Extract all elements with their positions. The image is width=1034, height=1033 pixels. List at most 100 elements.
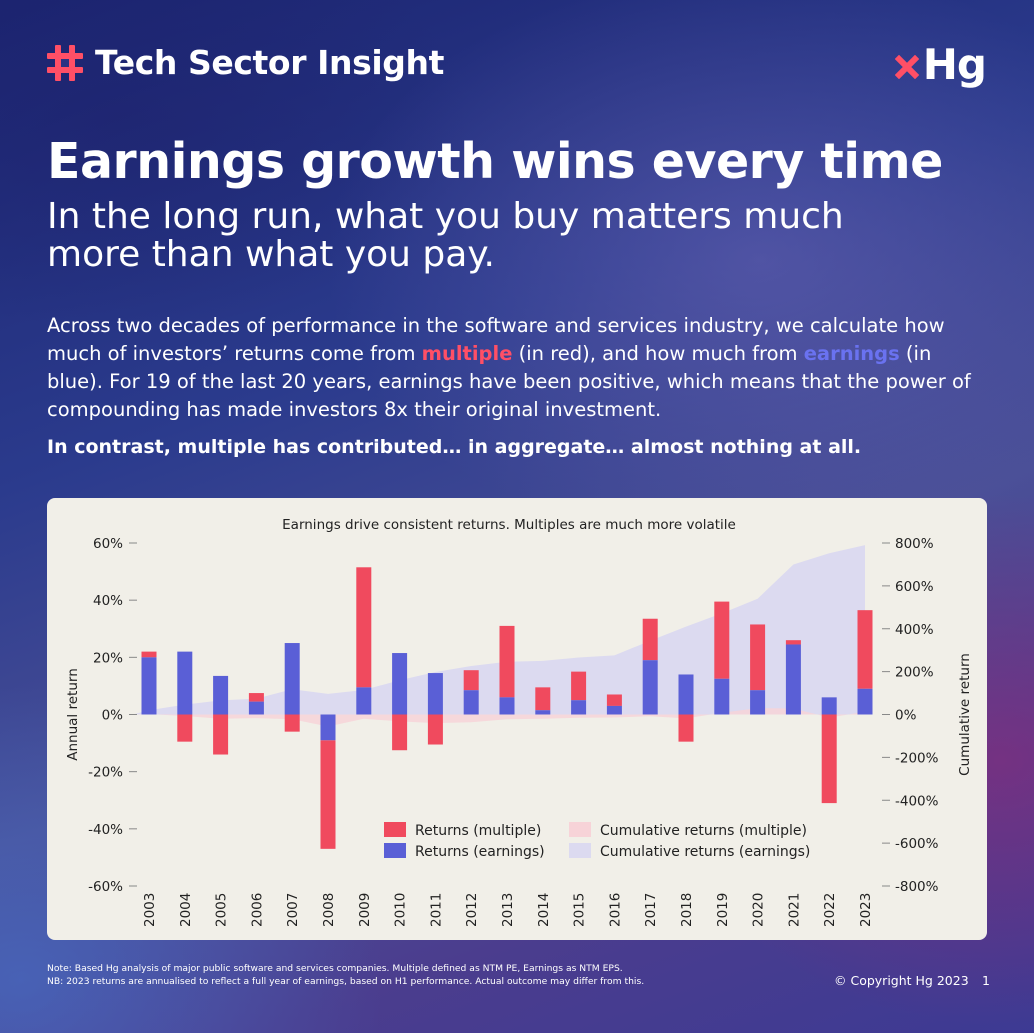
y-tick-label: 20% [93, 650, 123, 666]
bar-earnings-2011 [427, 673, 443, 715]
bar-earnings-2013 [499, 697, 515, 715]
x-tick-label-2007: 2007 [285, 893, 301, 927]
legend-swatch-1 [384, 843, 406, 858]
bar-multiple-2004 [177, 714, 193, 742]
bar-earnings-2016 [606, 705, 622, 715]
y2-tick-label: 400% [895, 622, 934, 638]
x-tick-label-2013: 2013 [500, 893, 516, 927]
y2-tick-label: -600% [895, 836, 939, 852]
legend-swatch-2 [569, 822, 591, 837]
bar-multiple-2007 [284, 714, 300, 732]
bar-multiple-2016 [606, 694, 622, 706]
bar-multiple-2011 [427, 714, 443, 745]
y-tick-label: -20% [88, 765, 123, 781]
footnote: Note: Based Hg analysis of major public … [47, 962, 644, 988]
bar-earnings-2023 [857, 688, 873, 715]
bar-earnings-2019 [714, 678, 730, 715]
bar-earnings-2010 [392, 653, 408, 715]
bar-earnings-2012 [463, 690, 479, 715]
x-tick-label-2018: 2018 [679, 893, 695, 927]
x-tick-label-2011: 2011 [428, 893, 444, 927]
y-tick-label: 60% [93, 536, 123, 552]
intro-text-a: Across two decades of performance in the… [47, 314, 945, 365]
bar-earnings-2004 [177, 651, 193, 715]
intro-text-c: (in blue). For 19 of the last 20 years, … [47, 342, 971, 421]
y2-tick-label: 0% [895, 708, 917, 724]
bar-multiple-2006 [248, 693, 264, 702]
copyright: © Copyright Hg 2023 [834, 973, 969, 988]
x-tick-label-2019: 2019 [715, 893, 731, 927]
area-cumulative-multiple [133, 708, 865, 727]
subhead: In the long run, what you buy matters mu… [47, 196, 844, 275]
legend-label-2: Cumulative returns (multiple) [600, 823, 807, 839]
y-axis-label: Annual return [65, 668, 81, 761]
area-cumulative-earnings [133, 545, 865, 715]
y2-tick-label: 200% [895, 665, 934, 681]
x-tick-label-2012: 2012 [464, 893, 480, 927]
legend-label-0: Returns (multiple) [415, 823, 541, 839]
y2-tick-label: 800% [895, 536, 934, 552]
bar-multiple-2003 [141, 651, 157, 658]
bar-multiple-2019 [714, 601, 730, 679]
x-tick-label-2008: 2008 [321, 893, 337, 927]
y2-axis-label: Cumulative return [957, 653, 973, 776]
bar-multiple-2008 [320, 740, 336, 849]
x-tick-label-2009: 2009 [357, 893, 373, 927]
brand: Tech Sector Insight [47, 43, 444, 82]
bar-earnings-2020 [750, 690, 766, 715]
x-tick-label-2015: 2015 [572, 893, 588, 927]
headline: Earnings growth wins every time [47, 133, 943, 190]
logo-text: Hg [922, 40, 987, 89]
intro-multiple-highlight: multiple [421, 342, 513, 365]
hash-grid-icon [47, 44, 83, 81]
bar-multiple-2018 [678, 714, 694, 742]
bar-earnings-2005 [213, 675, 229, 715]
bar-multiple-2005 [213, 714, 229, 755]
x-tick-label-2005: 2005 [214, 893, 230, 927]
bar-earnings-2008 [320, 714, 336, 741]
x-tick-label-2006: 2006 [249, 893, 265, 927]
x-tick-label-2003: 2003 [142, 893, 158, 927]
x-tick-label-2014: 2014 [536, 893, 552, 927]
bar-multiple-2013 [499, 625, 515, 698]
chart-panel: Earnings drive consistent returns. Multi… [47, 498, 987, 940]
hg-logo: Hg [894, 40, 987, 89]
chart-title: Earnings drive consistent returns. Multi… [282, 517, 736, 533]
bar-multiple-2014 [535, 687, 551, 711]
footnote-line-1: Note: Based Hg analysis of major public … [47, 963, 623, 974]
x-tick-label-2016: 2016 [607, 893, 623, 927]
returns-chart: Earnings drive consistent returns. Multi… [65, 517, 973, 927]
bar-multiple-2023 [857, 610, 873, 689]
legend-swatch-0 [384, 822, 406, 837]
x-tick-label-2022: 2022 [822, 893, 838, 927]
bar-earnings-2018 [678, 674, 694, 715]
bar-earnings-2015 [571, 700, 587, 715]
y-tick-label: -60% [88, 879, 123, 895]
x-tick-label-2010: 2010 [393, 893, 409, 927]
x-tick-label-2023: 2023 [858, 893, 874, 927]
bar-earnings-2022 [821, 697, 837, 715]
x-tick-label-2020: 2020 [751, 893, 767, 927]
legend-label-1: Returns (earnings) [415, 844, 545, 860]
bar-earnings-2006 [248, 701, 264, 715]
x-tick-label-2021: 2021 [786, 893, 802, 927]
bar-multiple-2022 [821, 714, 837, 804]
y-tick-label: -40% [88, 822, 123, 838]
legend-swatch-3 [569, 843, 591, 858]
x-tick-label-2004: 2004 [178, 893, 194, 927]
y-tick-label: 0% [102, 708, 124, 724]
intro-earnings-highlight: earnings [803, 342, 900, 365]
y-tick-label: 40% [93, 593, 123, 609]
bar-multiple-2017 [642, 618, 658, 661]
bar-multiple-2021 [785, 640, 801, 645]
intro-text-b: (in red), and how much from [512, 342, 804, 365]
brand-title: Tech Sector Insight [95, 43, 444, 82]
footnote-line-2: NB: 2023 returns are annualised to refle… [47, 976, 645, 987]
bar-multiple-2015 [571, 671, 587, 701]
y2-tick-label: -200% [895, 750, 939, 766]
bar-earnings-2007 [284, 643, 300, 715]
x-tick-label-2017: 2017 [643, 893, 659, 927]
bar-multiple-2012 [463, 670, 479, 691]
bar-earnings-2014 [535, 710, 551, 715]
y2-tick-label: 600% [895, 579, 934, 595]
